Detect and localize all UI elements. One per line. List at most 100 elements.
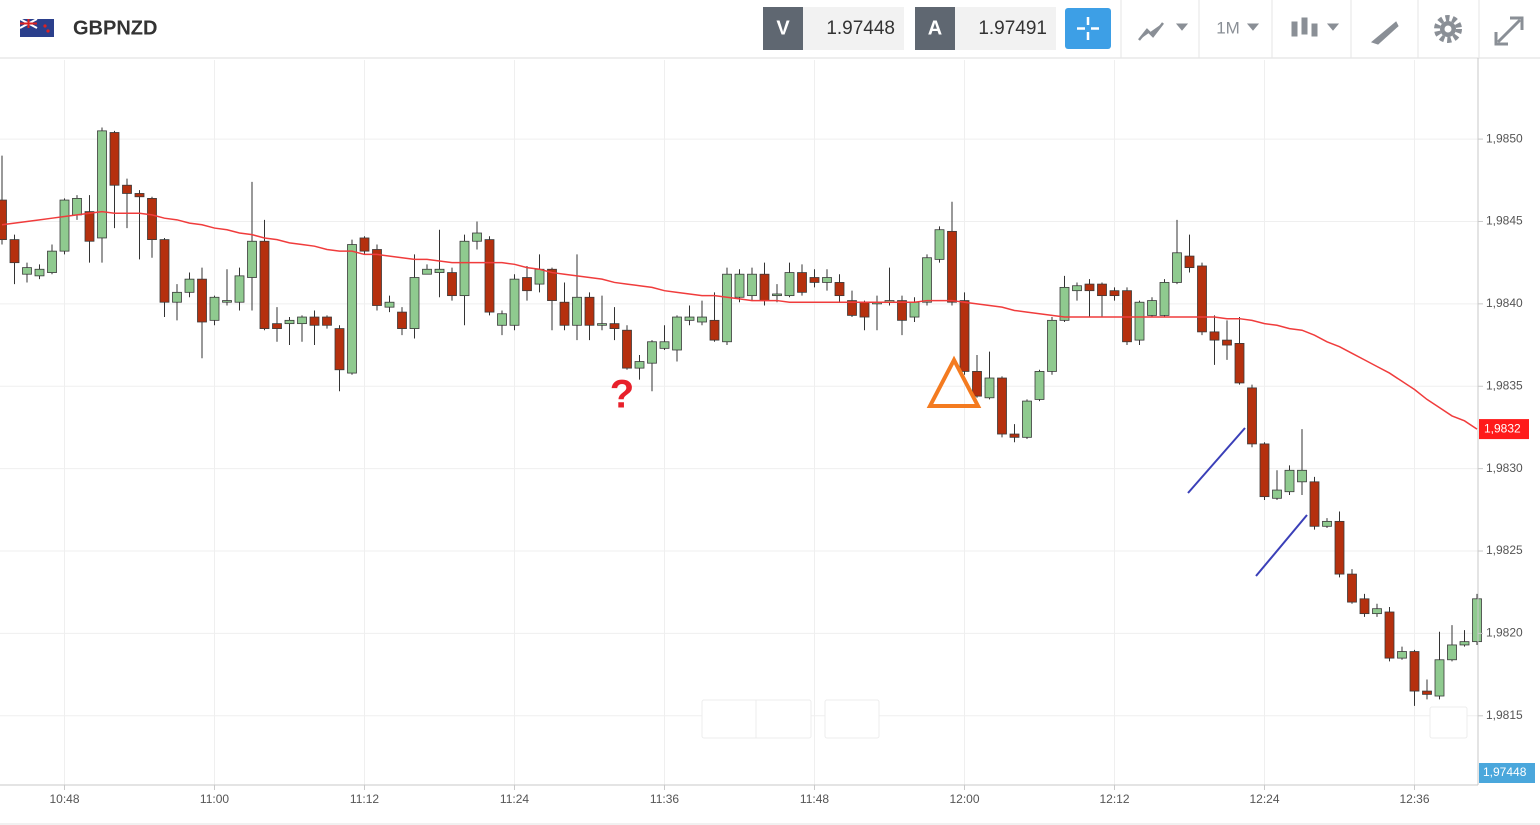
candle-body bbox=[1234, 343, 1245, 384]
candle-body bbox=[1334, 520, 1345, 575]
dropdown-arrow[interactable] bbox=[1326, 23, 1340, 31]
candle-body bbox=[272, 323, 282, 329]
candle-body bbox=[597, 323, 607, 326]
candle-body bbox=[1097, 283, 1107, 297]
candle-body bbox=[984, 377, 995, 399]
candle-body bbox=[1272, 489, 1282, 499]
candle-body bbox=[1034, 371, 1045, 400]
draw-tool-icon[interactable] bbox=[1370, 21, 1399, 45]
timeframe-button[interactable]: 1M bbox=[1216, 18, 1260, 37]
candle-body bbox=[759, 273, 770, 301]
y-tick-label: 1,9850 bbox=[1486, 131, 1523, 145]
candle-body bbox=[384, 301, 395, 308]
candle-body bbox=[122, 184, 132, 194]
scroll-button[interactable] bbox=[1429, 706, 1468, 739]
buy-label[interactable]: A bbox=[928, 17, 942, 39]
candle-body bbox=[809, 277, 820, 283]
y-tick-label: 1,9830 bbox=[1486, 461, 1523, 475]
candle-body bbox=[109, 132, 120, 186]
candle-body bbox=[159, 239, 170, 303]
candle-body bbox=[1084, 283, 1095, 292]
flag-star bbox=[43, 24, 47, 28]
crosshair-bg[interactable] bbox=[1065, 8, 1111, 49]
candle-body bbox=[472, 232, 482, 242]
reset-button[interactable] bbox=[824, 699, 880, 739]
candle-body bbox=[334, 328, 345, 371]
zoom-controls[interactable] bbox=[701, 699, 1468, 739]
candle-body bbox=[484, 239, 495, 313]
x-tick-label: 12:12 bbox=[1099, 792, 1129, 806]
sell-price-bg[interactable] bbox=[803, 7, 904, 50]
dropdown-arrow[interactable] bbox=[1246, 23, 1260, 31]
candle-body bbox=[559, 301, 570, 326]
candle-body bbox=[459, 240, 470, 297]
candle-body bbox=[234, 275, 245, 303]
crosshair-icon[interactable] bbox=[1077, 17, 1099, 40]
candle-body bbox=[1422, 690, 1432, 695]
candle-body bbox=[1159, 282, 1170, 316]
chart-type-button[interactable] bbox=[1138, 22, 1189, 41]
candle-body bbox=[897, 300, 907, 321]
candle-body bbox=[822, 277, 832, 283]
x-tick-label: 11:00 bbox=[200, 792, 229, 806]
price-tag bbox=[1479, 763, 1535, 783]
candle-body bbox=[734, 273, 745, 298]
candle-icon[interactable] bbox=[1311, 23, 1318, 37]
candle-body bbox=[1347, 573, 1357, 603]
timeframe[interactable]: 1M bbox=[1216, 18, 1240, 37]
drawings bbox=[926, 355, 1308, 577]
candle-icon[interactable] bbox=[1291, 21, 1298, 37]
expand-icon[interactable] bbox=[1494, 16, 1524, 46]
candle-body bbox=[834, 282, 845, 297]
candle-body bbox=[1284, 469, 1295, 493]
buy-label-bg[interactable] bbox=[915, 7, 955, 50]
candle-body bbox=[322, 316, 332, 326]
x-tick-label: 12:24 bbox=[1249, 792, 1279, 806]
gear-hole[interactable] bbox=[1444, 25, 1452, 33]
candle-body bbox=[1022, 400, 1032, 438]
candle-body bbox=[547, 268, 557, 301]
buy-button[interactable]: A 1.97491 bbox=[915, 7, 1056, 50]
candle-body bbox=[447, 272, 457, 297]
candle-body bbox=[747, 273, 757, 297]
candle-body bbox=[697, 316, 707, 323]
candle-body bbox=[1297, 469, 1307, 483]
candle-body bbox=[947, 230, 957, 303]
candle-body bbox=[1122, 290, 1132, 343]
candle-body bbox=[934, 229, 945, 260]
trend-line bbox=[1255, 514, 1308, 577]
x-tick-label: 11:24 bbox=[500, 792, 529, 806]
candle-body bbox=[609, 323, 620, 329]
sell-button[interactable]: V 1.97448 bbox=[763, 7, 904, 50]
candle-body bbox=[84, 211, 95, 242]
crosshair-button[interactable] bbox=[1065, 8, 1111, 49]
settings-button[interactable] bbox=[1434, 15, 1462, 43]
gear-teeth[interactable] bbox=[1434, 15, 1462, 43]
candle-body bbox=[647, 341, 657, 364]
candle-body bbox=[922, 257, 932, 303]
dropdown-arrow[interactable] bbox=[1175, 23, 1189, 31]
sell-price[interactable]: 1.97448 bbox=[826, 18, 895, 39]
buy-price[interactable]: 1.97491 bbox=[978, 18, 1047, 39]
candle-body bbox=[959, 300, 970, 372]
candle-body bbox=[634, 361, 645, 369]
sell-label[interactable]: V bbox=[776, 17, 790, 39]
flag-star bbox=[46, 29, 50, 33]
candle-body bbox=[72, 198, 82, 216]
y-tick-label: 1,9835 bbox=[1486, 378, 1523, 392]
candle-body bbox=[1372, 608, 1382, 615]
sell-label-bg[interactable] bbox=[763, 7, 803, 50]
candle-body bbox=[859, 301, 870, 318]
candle-body bbox=[909, 301, 920, 318]
candle-body bbox=[359, 237, 370, 252]
candle-body bbox=[622, 329, 632, 369]
y-tick-label: 1,9825 bbox=[1486, 543, 1523, 557]
x-tick-label: 10:48 bbox=[49, 792, 79, 806]
plot bbox=[0, 60, 1482, 785]
buy-price-bg[interactable] bbox=[955, 7, 1056, 50]
candle-icon[interactable] bbox=[1301, 17, 1308, 35]
candle-body bbox=[1147, 300, 1157, 316]
candle-type-button[interactable] bbox=[1291, 17, 1340, 37]
line-icon[interactable] bbox=[1138, 22, 1164, 41]
candle-body bbox=[209, 296, 220, 321]
